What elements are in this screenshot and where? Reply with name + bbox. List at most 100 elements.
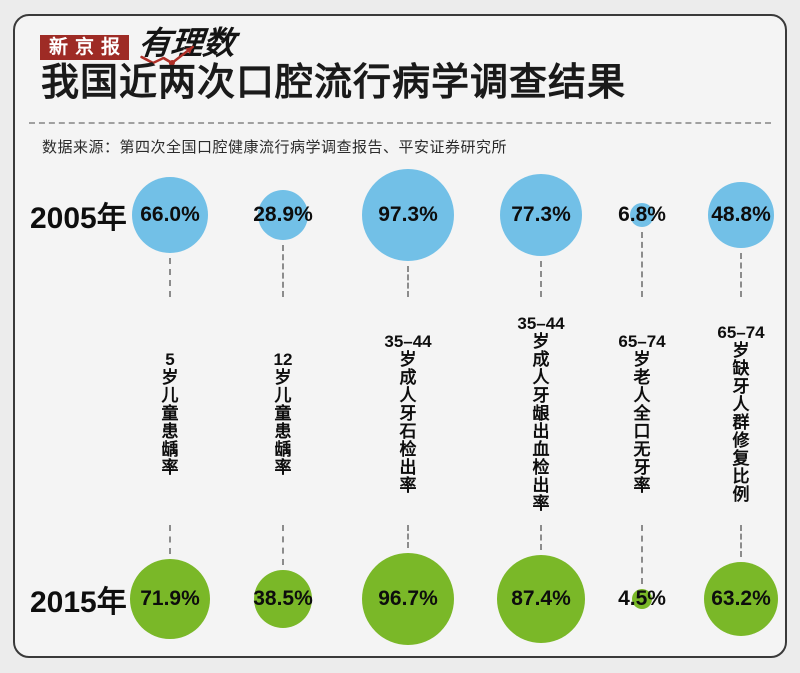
category-label-char: 出 [532, 476, 550, 495]
category-label-char: 无 [633, 440, 651, 459]
category-label-char: 石 [399, 422, 417, 441]
category-label-char: 成 [532, 350, 550, 369]
bubble-2005-2 [361, 168, 455, 262]
connector-dash-bottom-1 [282, 525, 284, 565]
category-label-char: 龈 [532, 404, 550, 423]
category-label-char: 例 [732, 485, 750, 504]
category-label-3: 35–44 岁成人牙龈出血检出率 [517, 315, 564, 513]
category-label-char: 岁 [732, 341, 750, 360]
dashed-divider [29, 122, 771, 124]
value-label-2015-3: 87.4% [511, 587, 571, 610]
category-label-char: 牙 [532, 386, 550, 405]
connector-dash-top-4 [641, 232, 643, 297]
category-label-char: 口 [633, 422, 651, 441]
bubble-2015-5 [703, 561, 779, 637]
category-label-char: 儿 [161, 386, 179, 405]
bubble-2015-4 [632, 589, 652, 609]
category-label-char: 老 [633, 368, 651, 387]
value-label-2015-2: 96.7% [378, 587, 438, 610]
value-label-2015-1: 38.5% [253, 587, 313, 610]
value-label-2005-4: 6.8% [618, 203, 666, 226]
row-label-2005: 2005年 [30, 202, 127, 235]
category-label-char: 人 [532, 368, 550, 387]
category-label-char: 人 [399, 386, 417, 405]
category-label-char: 比 [732, 467, 750, 486]
bubble-chart: 2005年 2015年 66.0% 71.9% 5 岁儿童患龋率 28.9% 38.5% 1… [15, 16, 785, 656]
page-title: 我国近两次口腔流行病学调查结果 [41, 62, 627, 104]
value-label-2005-5: 48.8% [711, 203, 771, 226]
category-label-number: 5 [165, 350, 175, 369]
category-label-char: 儿 [274, 386, 292, 405]
bubble-2005-3 [499, 173, 583, 257]
category-label-char: 牙 [399, 404, 417, 423]
connector-dash-bottom-3 [540, 525, 542, 551]
category-label-char: 检 [399, 440, 417, 459]
category-label-char: 复 [732, 449, 750, 468]
category-label-char: 岁 [399, 350, 417, 369]
category-label-5: 65–74 岁缺牙人群修复比例 [717, 324, 764, 504]
bubble-2015-1 [253, 569, 313, 629]
connector-dash-bottom-5 [740, 525, 742, 557]
value-label-2005-2: 97.3% [378, 203, 438, 226]
category-label-char: 龋 [274, 440, 292, 459]
category-label-number: 65–74 [717, 323, 765, 342]
category-label-char: 患 [274, 422, 292, 441]
category-label-char: 岁 [161, 368, 179, 387]
value-label-2015-0: 71.9% [140, 587, 200, 610]
connector-dash-bottom-2 [407, 525, 409, 548]
category-label-char: 缺 [732, 359, 750, 378]
category-label-char: 牙 [633, 458, 651, 477]
value-label-2005-0: 66.0% [140, 203, 200, 226]
bubble-2005-4 [629, 202, 655, 228]
connector-dash-top-1 [282, 245, 284, 297]
category-label-char: 全 [633, 404, 651, 423]
category-label-char: 牙 [732, 377, 750, 396]
connector-dash-top-0 [169, 258, 171, 297]
connector-dash-top-3 [540, 261, 542, 297]
category-label-char: 岁 [274, 368, 292, 387]
bubble-2015-2 [361, 552, 455, 646]
category-label-char: 率 [399, 476, 417, 495]
bubble-2005-0 [131, 176, 209, 254]
bubble-2015-3 [497, 555, 585, 643]
brand-logo-text: 新京报 [49, 37, 128, 58]
category-label-char: 患 [161, 422, 179, 441]
category-label-number: 65–74 [618, 332, 666, 351]
category-label-char: 率 [532, 494, 550, 513]
category-label-2: 35–44 岁成人牙石检出率 [384, 333, 431, 495]
value-label-2015-5: 63.2% [711, 587, 771, 610]
category-label-char: 出 [532, 422, 550, 441]
category-label-char: 岁 [633, 350, 651, 369]
category-label-char: 出 [399, 458, 417, 477]
info-card: 新京报 有理数 我国近两次口腔流行病学调查结果 数据来源：第四次全国口腔健康流行… [13, 14, 787, 658]
category-label-char: 检 [532, 458, 550, 477]
category-label-char: 人 [732, 395, 750, 414]
category-label-char: 率 [633, 476, 651, 495]
category-label-1: 12 岁儿童患龋率 [274, 351, 293, 477]
brand-row: 新京报 有理数 [40, 25, 237, 67]
bubble-2005-1 [257, 189, 309, 241]
category-label-4: 65–74 岁老人全口无牙率 [618, 333, 665, 495]
bubble-2005-5 [708, 182, 774, 248]
connector-dash-bottom-0 [169, 525, 171, 555]
category-label-char: 率 [161, 458, 179, 477]
category-label-char: 血 [532, 440, 550, 459]
category-label-number: 35–44 [384, 332, 432, 351]
trend-line-icon [140, 45, 194, 67]
category-label-char: 群 [732, 413, 750, 432]
brand-logo-box: 新京报 [40, 35, 130, 60]
category-label-char: 岁 [532, 332, 550, 351]
category-label-char: 龋 [161, 440, 179, 459]
data-source: 数据来源：第四次全国口腔健康流行病学调查报告、平安证券研究所 [42, 139, 508, 156]
value-label-2005-1: 28.9% [253, 203, 313, 226]
brand-script-logo: 有理数 [137, 25, 237, 67]
connector-dash-top-2 [407, 266, 409, 297]
category-label-char: 人 [633, 386, 651, 405]
category-label-char: 成 [399, 368, 417, 387]
category-label-char: 童 [161, 404, 179, 423]
category-label-char: 童 [274, 404, 292, 423]
category-label-char: 率 [274, 458, 292, 477]
value-label-2015-4: 4.5% [618, 587, 666, 610]
connector-dash-bottom-4 [641, 525, 643, 585]
